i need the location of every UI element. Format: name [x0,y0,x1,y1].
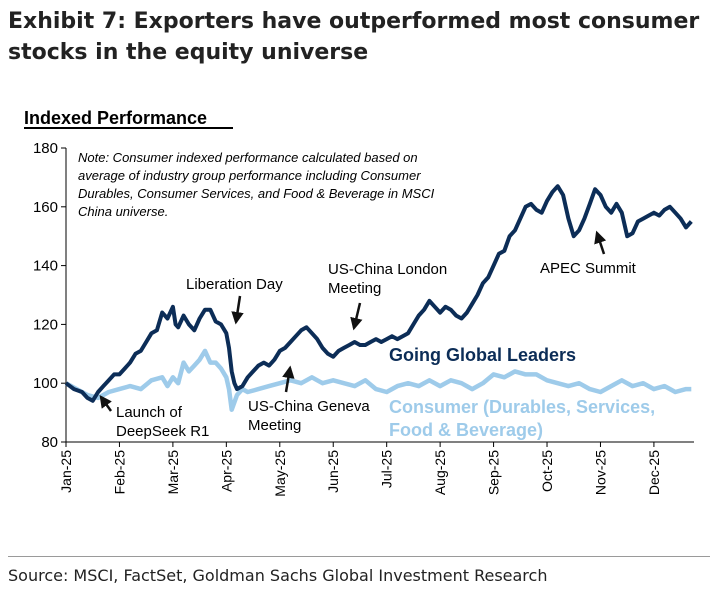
x-axis: Jan-25 Feb-25 Mar-25 Apr-25 May-25 Jun-25 Jul-… [58,442,662,497]
svg-text:US-China London Meeting: US-China London Meeting [328,261,451,297]
svg-text:US-China Geneva Meeting: US-China Geneva Meeting [248,398,374,434]
x-tick-label: Jan-25 [58,450,74,493]
x-tick-label: Dec-25 [646,450,662,495]
annotation-london-meeting: US-China London Meeting [328,261,451,331]
chart-note: Note: Consumer indexed performance calcu… [78,150,438,219]
annotation-deepseek-launch: Launch of DeepSeek R1 [99,394,209,440]
note-line-2: average of industry group performance in… [78,168,421,183]
annotation-deepseek-line-1: Launch of [116,404,183,421]
x-tick-label: Jul-25 [379,450,395,488]
y-tick-label: 160 [33,199,58,216]
note-line-3: Durables, Consumer Services, and Food & … [78,186,435,201]
annotation-london-line-2: Meeting [328,280,381,297]
annotation-apec-summit: APEC Summit [540,230,637,277]
annotation-liberation-line-1: Liberation Day [186,276,283,293]
x-tick-label: Apr-25 [218,450,234,492]
series-label-ggl: Going Global Leaders [389,345,576,365]
y-tick-label: 140 [33,258,58,275]
annotation-deepseek-line-2: DeepSeek R1 [116,423,209,440]
annotation-liberation-day: Liberation Day [186,276,283,325]
footer-divider [8,556,710,557]
x-tick-label: Sep-25 [486,450,502,495]
svg-text:APEC Summit: APEC Summit [540,260,637,277]
x-tick-label: Oct-25 [539,450,555,492]
chart-title: Indexed Performance [24,108,207,128]
series-label-consumer-line-1: Consumer (Durables, Services, [389,397,655,417]
source-note: Source: MSCI, FactSet, Goldman Sachs Glo… [8,566,548,585]
ggl-series-line [64,184,693,403]
chart: Indexed Performance 80 100 120 140 160 180 Ja… [24,108,694,497]
svg-text:Launch of DeepSeek R1: Launch of DeepSeek R1 [116,404,209,440]
y-tick-label: 80 [41,434,58,451]
annotation-geneva-line-2: Meeting [248,417,301,434]
y-axis: 80 100 120 140 160 180 [33,140,66,451]
x-tick-label: Feb-25 [111,450,127,495]
svg-text:Liberation Day: Liberation Day [186,276,283,293]
y-tick-label: 180 [33,140,58,157]
annotation-london-line-1: US-China London [328,261,447,278]
annotation-geneva-line-1: US-China Geneva [248,398,370,415]
plot-frame [65,148,694,443]
y-tick-label: 120 [33,316,58,333]
x-tick-label: Aug-25 [432,450,448,495]
y-tick-label: 100 [33,375,58,392]
x-tick-label: Mar-25 [165,450,181,495]
annotation-apec-line-1: APEC Summit [540,260,637,277]
exhibit-title: Exhibit 7: Exporters have outperformed m… [8,9,700,65]
consumer-series-line [64,348,692,412]
annotation-geneva-meeting: US-China Geneva Meeting [248,365,374,434]
x-tick-label: Nov-25 [592,450,608,495]
x-tick-label: Jun-25 [325,450,341,493]
series-label-consumer-line-2: Food & Beverage) [389,420,543,440]
note-line-1: Note: Consumer indexed performance calcu… [78,150,418,165]
x-tick-label: May-25 [272,450,288,497]
note-line-4: China universe. [78,204,168,219]
series-label-consumer: Consumer (Durables, Services, Food & Bev… [389,397,660,440]
